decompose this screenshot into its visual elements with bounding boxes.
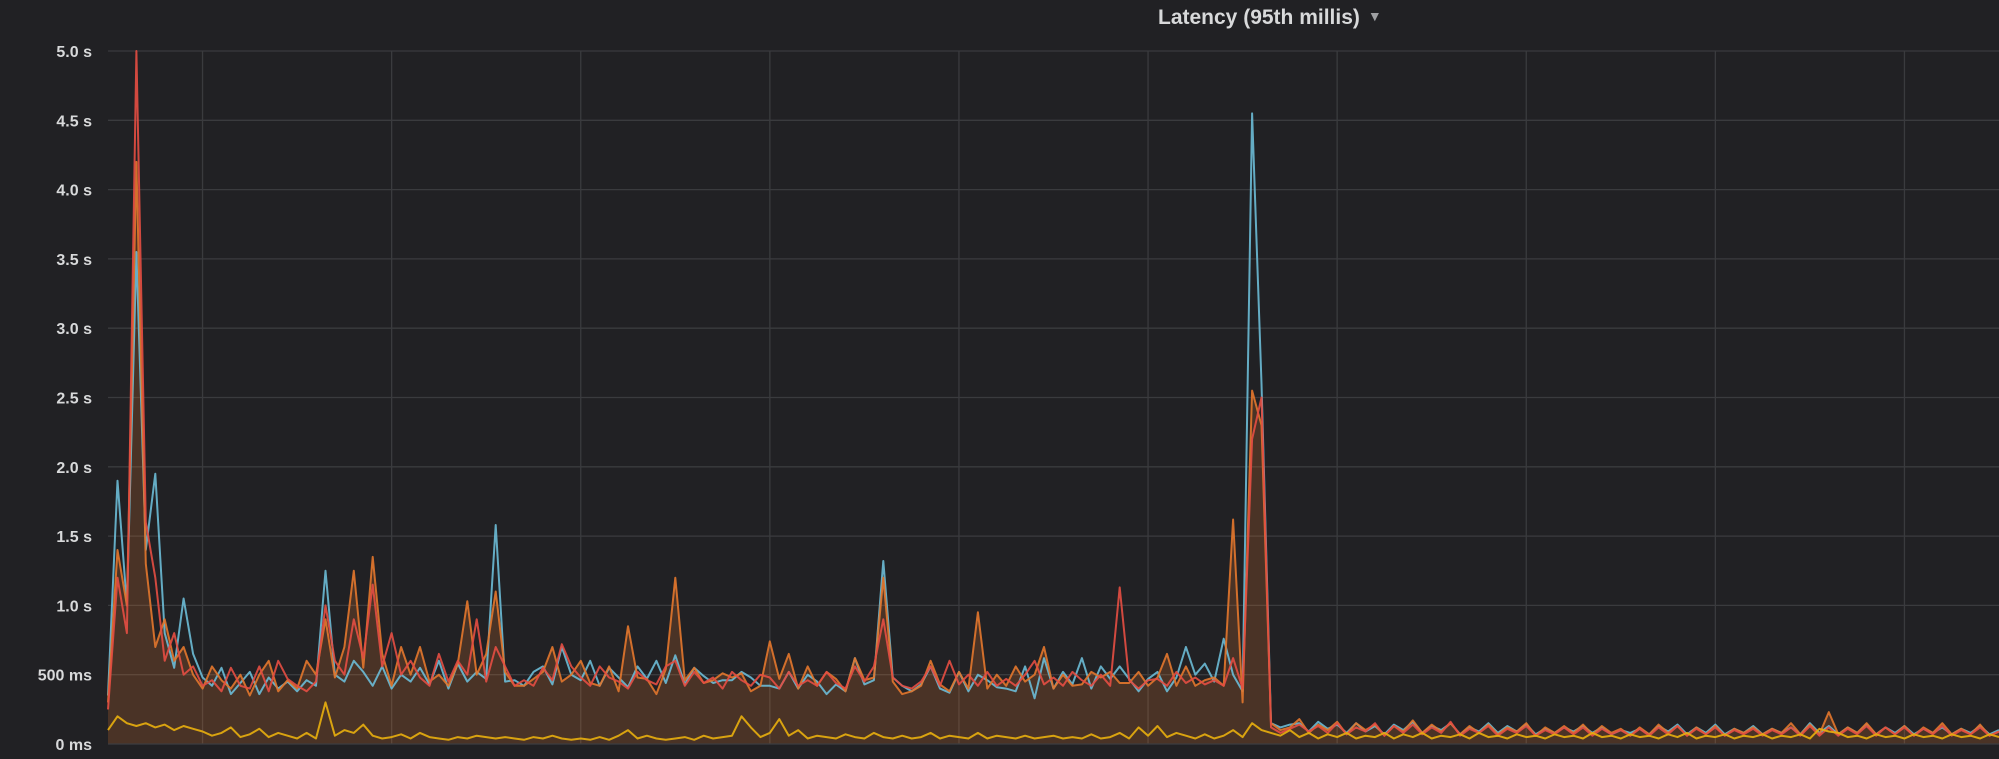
caret-down-icon[interactable]: ▼ (1367, 8, 1382, 24)
y-tick-label: 1.0 s (56, 598, 92, 615)
y-tick-label: 3.5 s (56, 252, 92, 269)
y-tick-label: 4.0 s (56, 183, 92, 200)
panel-header: Latency (95th millis) ▼ (0, 0, 1999, 36)
y-tick-label: 4.5 s (56, 113, 92, 130)
y-tick-label: 500 ms (38, 668, 92, 685)
panel-title-menu[interactable]: Latency (95th millis) ▼ (1158, 6, 1382, 30)
y-tick-label: 2.5 s (56, 391, 92, 408)
y-tick-label: 3.0 s (56, 321, 92, 338)
y-tick-label: 0 ms (56, 737, 93, 754)
panel-title: Latency (95th millis) (1158, 6, 1360, 29)
series-2-line (107, 50, 1999, 737)
y-tick-label: 1.5 s (56, 529, 92, 546)
y-tick-label: 5.0 s (56, 44, 92, 61)
y-tick-label: 2.0 s (56, 460, 92, 477)
series-3-line (107, 701, 1999, 741)
